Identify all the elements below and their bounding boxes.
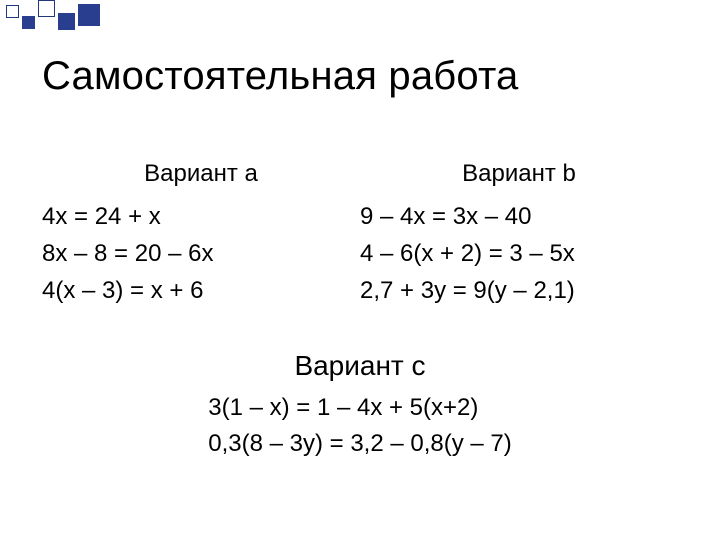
- variant-c-equations: 3(1 – x) = 1 – 4x + 5(x+2)0,3(8 – 3y) = …: [208, 390, 512, 462]
- decor-square: [58, 13, 75, 30]
- decor-square: [38, 0, 55, 17]
- page-title: Самостоятельная работа: [42, 54, 518, 99]
- equation: 2,7 + 3y = 9(y – 2,1): [360, 272, 678, 309]
- equation: 4x = 24 + x: [42, 198, 360, 235]
- decor-square: [78, 4, 100, 26]
- variant-c-title: Вариант с: [0, 350, 720, 382]
- decor-square: [6, 5, 19, 18]
- decor-square: [22, 16, 35, 29]
- equation: 4 – 6(x + 2) = 3 – 5x: [360, 235, 678, 272]
- variant-c-block: Вариант с 3(1 – x) = 1 – 4x + 5(x+2)0,3(…: [0, 350, 720, 462]
- equation: 4(x – 3) = x + 6: [42, 272, 360, 309]
- variant-column: Вариант a 4x = 24 + x8x – 8 = 20 – 6x4(x …: [42, 160, 360, 310]
- equation: 3(1 – x) = 1 – 4x + 5(x+2): [208, 390, 512, 426]
- equation: 8x – 8 = 20 – 6x: [42, 235, 360, 272]
- variant-column: Вариант b 9 – 4x = 3x – 404 – 6(x + 2) = …: [360, 160, 678, 310]
- variant-columns: Вариант a 4x = 24 + x8x – 8 = 20 – 6x4(x …: [42, 160, 678, 310]
- equation: 9 – 4x = 3x – 40: [360, 198, 678, 235]
- variant-title: Вариант b: [360, 160, 678, 188]
- equation: 0,3(8 – 3y) = 3,2 – 0,8(y – 7): [208, 426, 512, 462]
- variant-title: Вариант a: [42, 160, 360, 188]
